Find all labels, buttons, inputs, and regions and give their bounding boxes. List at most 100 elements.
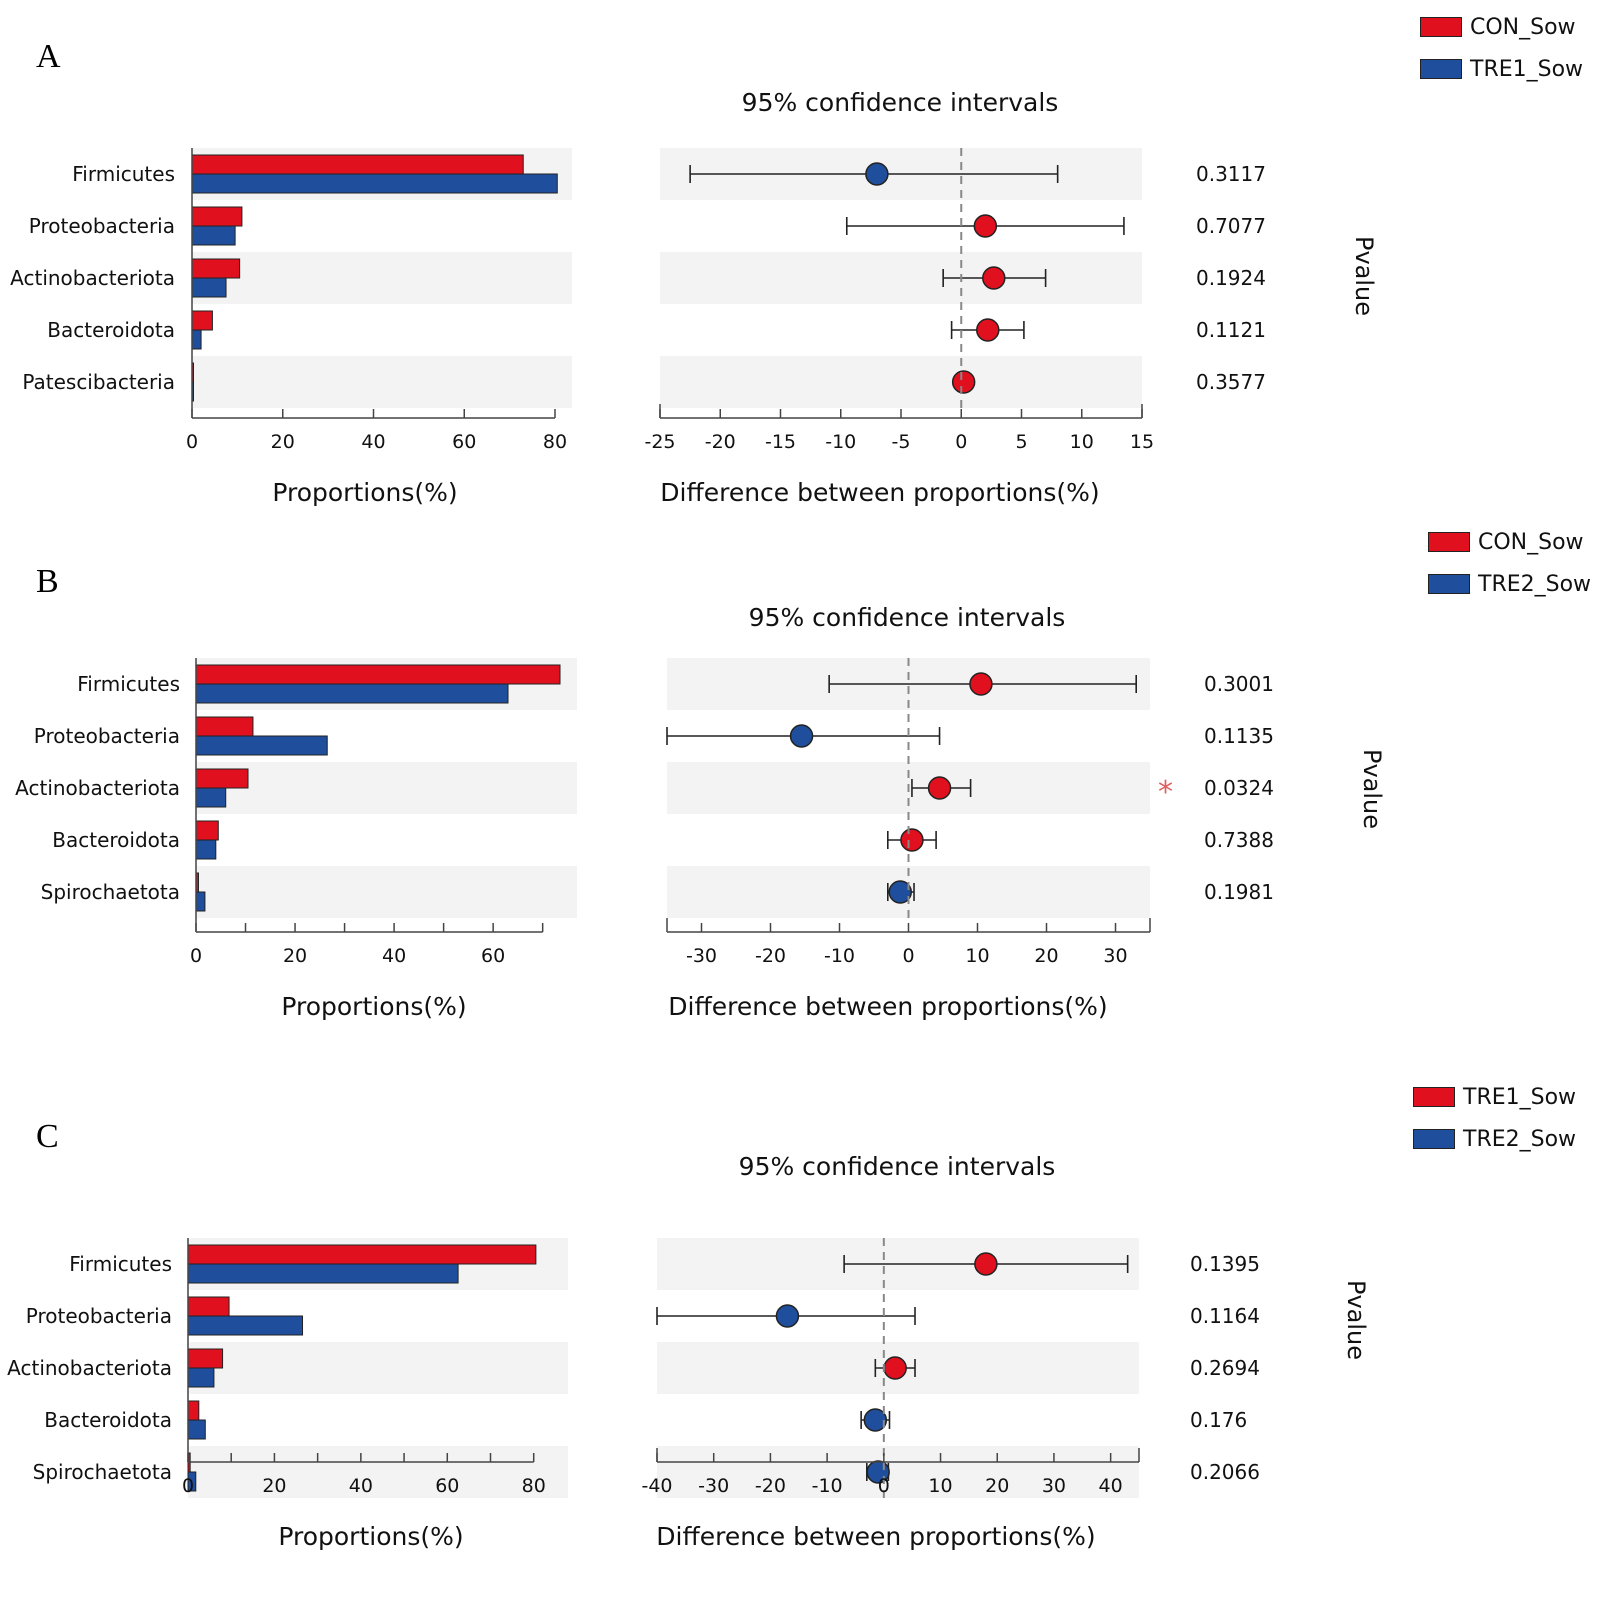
bar-TRE2_Sow (195, 683, 509, 704)
diff-tick-label: 0 (878, 1475, 890, 1497)
legend-swatch-blue (1413, 1129, 1455, 1149)
legend-label: TRE2_Sow (1478, 571, 1592, 597)
pvalue-label: 0.1164 (1190, 1304, 1260, 1328)
bar-tick-label: 20 (271, 431, 295, 453)
legend-item: TRE1_Sow (1420, 52, 1583, 86)
bar-TRE2_Sow (187, 1471, 197, 1492)
pvalue-label: 0.3117 (1196, 162, 1266, 186)
bar-CON_Sow (195, 664, 561, 685)
legend-item: TRE2_Sow (1428, 567, 1591, 601)
diff-tick-label: -10 (824, 945, 855, 967)
diff-tick-label: -40 (641, 1475, 672, 1497)
category-label: Bacteroidota (52, 828, 180, 852)
diff-tick-label: -5 (892, 431, 911, 453)
diff-axis-title: Difference between proportions(%) (660, 478, 1100, 507)
bar-TRE1_Sow (187, 1296, 230, 1317)
diff-tick-label: 10 (928, 1475, 952, 1497)
legend-item: TRE1_Sow (1413, 1080, 1576, 1114)
pvalue-label: 0.1395 (1190, 1252, 1260, 1276)
diff-point (789, 724, 814, 748)
ci-title: 95% confidence intervals (748, 603, 1066, 632)
category-label: Actinobacteriota (15, 776, 180, 800)
bar-CON_Sow (195, 716, 254, 737)
diff-tick-label: 10 (1070, 431, 1094, 453)
diff-point (976, 318, 1000, 342)
diff-tick-label: 30 (1042, 1475, 1066, 1497)
legend-item: TRE2_Sow (1413, 1122, 1576, 1156)
diff-axis-title: Difference between proportions(%) (656, 1522, 1096, 1551)
diff-point (974, 1252, 998, 1276)
bar-tick-label: 20 (262, 1475, 286, 1497)
category-label: Actinobacteriota (10, 266, 175, 290)
diff-tick-label: -30 (698, 1475, 729, 1497)
chart-svg: Firmicutes 0.1395 Proteobacteria 0.1164 Acti… (7, 1238, 1260, 1498)
pvalue-label: 0.1981 (1204, 880, 1274, 904)
bar-CON_Sow (191, 154, 524, 175)
significance-star: * (1158, 775, 1173, 810)
diff-tick-label: 30 (1103, 945, 1127, 967)
bar-TRE2_Sow (195, 735, 328, 756)
bar-row-band (192, 356, 572, 408)
category-label: Actinobacteriota (7, 1356, 172, 1380)
legend-swatch-red (1413, 1087, 1455, 1107)
diff-row-band (657, 1446, 1139, 1498)
legend-item: CON_Sow (1428, 525, 1584, 559)
pvalue-label: 0.7077 (1196, 214, 1266, 238)
diff-tick-label: -10 (812, 1475, 843, 1497)
panel-a: A CON_Sow TRE1_Sow 95% confidence interv… (0, 0, 1606, 540)
diff-axis-title: Difference between proportions(%) (668, 992, 1108, 1021)
pvalue-label: 0.176 (1190, 1408, 1247, 1432)
bar-TRE1_Sow (187, 1348, 224, 1369)
pvalue-label: 0.1924 (1196, 266, 1266, 290)
category-label: Patescibacteria (22, 370, 175, 394)
chart-svg: Firmicutes 0.3117 Proteobacteria 0.7077 Acti… (10, 148, 1266, 453)
bar-row-band (192, 252, 572, 304)
diff-point (969, 672, 993, 696)
diff-tick-label: -10 (825, 431, 856, 453)
bar-tick-label: 60 (481, 945, 505, 967)
pvalue-label: 0.2066 (1190, 1460, 1260, 1484)
legend-swatch-red (1420, 17, 1462, 37)
legend-label: CON_Sow (1470, 14, 1576, 40)
bar-row-band (188, 1446, 568, 1498)
category-label: Firmicutes (69, 1252, 172, 1276)
diff-point (900, 828, 924, 852)
diff-tick-label: 40 (1099, 1475, 1123, 1497)
legend-swatch-red (1428, 532, 1470, 552)
category-label: Firmicutes (77, 672, 180, 696)
bar-CON_Sow (195, 768, 249, 789)
bar-TRE2_Sow (187, 1315, 304, 1336)
diff-row-band (660, 356, 1142, 408)
bar-row-band (188, 1342, 568, 1394)
bar-CON_Sow (191, 258, 241, 279)
bar-tick-label: 40 (361, 431, 385, 453)
category-label: Spirochaetota (33, 1460, 172, 1484)
diff-tick-label: 15 (1130, 431, 1154, 453)
panel-label: C (36, 1118, 59, 1155)
diff-point (865, 162, 889, 186)
legend-label: TRE2_Sow (1463, 1126, 1577, 1152)
category-label: Bacteroidota (47, 318, 175, 342)
diff-point (951, 370, 976, 394)
bar-TRE2_Sow (195, 839, 217, 860)
bar-TRE1_Sow (191, 329, 202, 350)
legend-swatch-blue (1420, 59, 1462, 79)
bar-tick-label: 20 (283, 945, 307, 967)
pvalue-label: 0.1135 (1204, 724, 1274, 748)
pvalue-label: 0.2694 (1190, 1356, 1260, 1380)
panel-b: B CON_Sow TRE2_Sow 95% confidence interv… (0, 525, 1606, 1065)
diff-tick-label: -15 (765, 431, 796, 453)
bar-tick-label: 60 (435, 1475, 459, 1497)
panel-c: C TRE1_Sow TRE2_Sow 95% confidence inter… (0, 1080, 1606, 1620)
legend-swatch-blue (1428, 574, 1470, 594)
diff-tick-label: -20 (705, 431, 736, 453)
diff-row-band (660, 252, 1142, 304)
legend-label: TRE1_Sow (1470, 56, 1584, 82)
bar-tick-label: 80 (522, 1475, 546, 1497)
bar-TRE2_Sow (195, 787, 227, 808)
diff-point (775, 1304, 800, 1328)
bar-TRE1_Sow (187, 1400, 200, 1421)
diff-tick-label: 20 (985, 1475, 1009, 1497)
panel-label: B (36, 563, 59, 600)
diff-tick-label: -20 (755, 945, 786, 967)
